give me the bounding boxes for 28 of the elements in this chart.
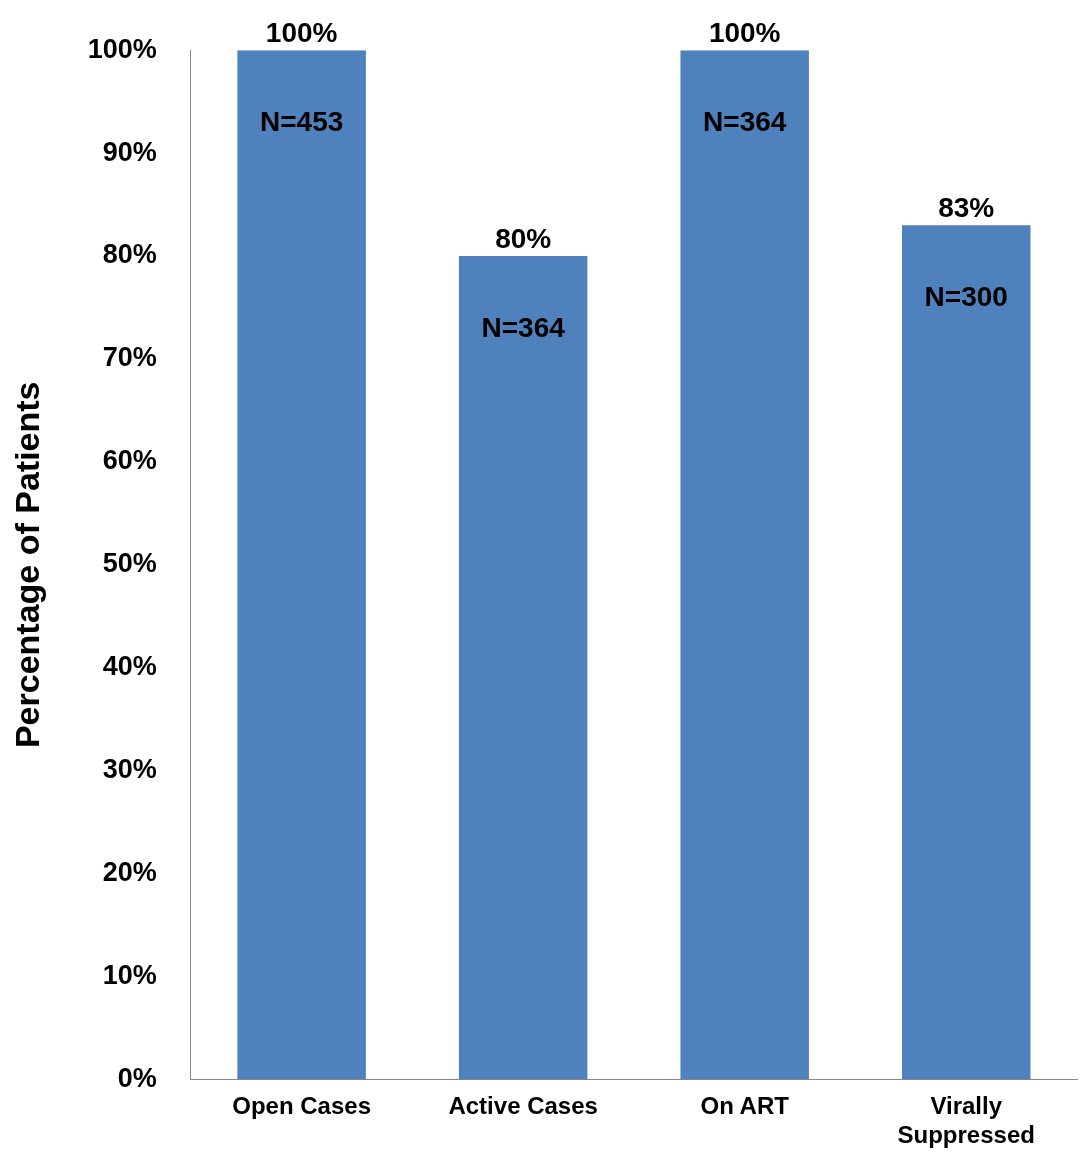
x-tick-label: Virally Suppressed	[897, 1092, 1035, 1149]
data-label: 80%	[495, 222, 552, 254]
y-tick-label: 0%	[117, 1062, 157, 1093]
x-tick-label: Open Cases	[232, 1092, 371, 1120]
x-tick-label: Active Cases	[448, 1092, 598, 1120]
bar	[237, 50, 366, 1080]
bar	[458, 256, 588, 1080]
y-tick-label: 30%	[102, 754, 157, 785]
bar	[680, 50, 809, 1080]
annotation: N=364	[481, 311, 566, 343]
y-tick-label: 40%	[102, 651, 157, 682]
data-label: 100%	[708, 16, 781, 48]
y-tick-label: 10%	[102, 959, 157, 990]
y-tick-label: 80%	[102, 239, 157, 270]
y-axis-title: Percentage of Patients	[7, 381, 46, 749]
data-label: 100%	[265, 16, 338, 48]
y-tick-label: 90%	[102, 136, 157, 167]
data-label: 83%	[938, 191, 995, 223]
y-tick-label: 70%	[102, 342, 157, 373]
x-tick-label: On ART	[700, 1092, 790, 1120]
bar	[901, 225, 1031, 1080]
y-tick-label: 50%	[102, 548, 157, 579]
annotation: N=453	[259, 105, 344, 137]
annotation: N=300	[924, 280, 1008, 312]
y-tick-label: 60%	[102, 445, 157, 476]
annotation: N=364	[703, 105, 787, 137]
y-tick-label: 100%	[87, 33, 157, 64]
y-tick-label: 20%	[102, 857, 157, 888]
